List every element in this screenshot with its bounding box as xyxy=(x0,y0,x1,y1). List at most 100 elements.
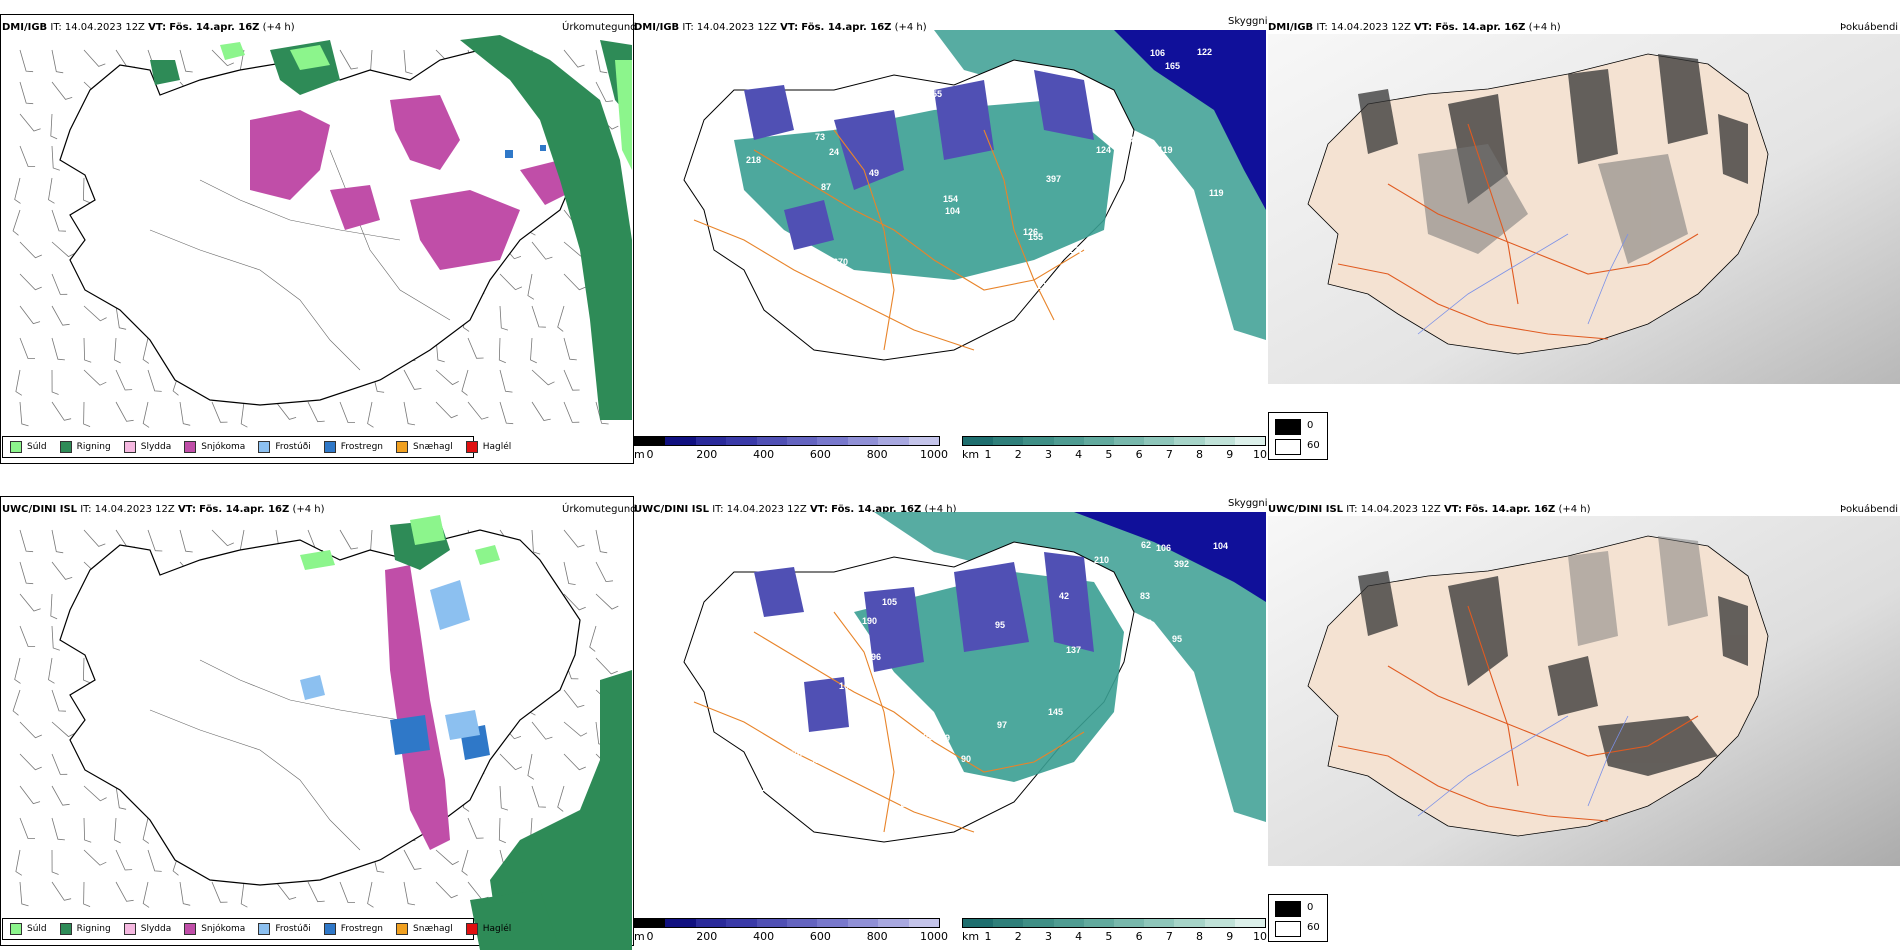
wind-barb xyxy=(499,401,514,425)
wind-barb xyxy=(19,721,42,739)
legend-item: Snæhagl xyxy=(396,923,453,935)
colorbar-swatch xyxy=(1083,437,1115,445)
colorbar-swatch xyxy=(878,437,909,445)
wind-barb xyxy=(179,881,191,906)
ceiling-value-label: 89 xyxy=(848,273,858,283)
ceiling-value-label: 102 xyxy=(839,681,854,691)
low-ceiling-areas xyxy=(744,70,1094,250)
wind-barb xyxy=(499,369,513,393)
legend-swatch xyxy=(184,441,197,453)
colorbar-tick: 200 xyxy=(696,930,718,943)
legend-item: Slydda xyxy=(123,923,171,935)
wind-barb xyxy=(403,881,416,906)
colorbar-tick: 4 xyxy=(1075,930,1083,943)
wind-barb xyxy=(83,369,107,386)
wind-barb xyxy=(115,401,134,422)
ceiling-value-label: 107 xyxy=(869,67,884,77)
legend-item: Súld xyxy=(10,923,47,935)
colorbar-swatch xyxy=(726,919,757,927)
wind-barb xyxy=(563,369,580,391)
ceiling-value-label: 104 xyxy=(1213,541,1228,551)
wind-barb xyxy=(435,849,459,866)
wind-barb xyxy=(435,369,459,386)
wind-barb xyxy=(50,593,58,620)
legend-label: Súld xyxy=(27,442,47,452)
wind-barb xyxy=(51,369,59,395)
colorbar-swatch xyxy=(847,437,879,445)
legend-swatch xyxy=(396,923,409,935)
colorbar-tick: 3 xyxy=(1044,930,1052,943)
drizzle-areas xyxy=(300,515,500,570)
ceiling-value-label: 123 xyxy=(1036,281,1051,291)
colorbar-tick: 1000 xyxy=(920,448,948,461)
ceiling-value-label: 80 xyxy=(737,805,747,815)
legend-swatch xyxy=(123,441,136,453)
legend-label: Snjókoma xyxy=(201,924,246,934)
wind-barb xyxy=(142,401,150,428)
wind-barb xyxy=(563,689,585,708)
precip-header-top: DMI/IGB IT: 14.04.2023 12Z VT: Fös. 14.a… xyxy=(2,22,295,33)
low-ceiling-areas xyxy=(754,552,1094,732)
sea-fog-area xyxy=(874,512,1266,822)
deep-ceiling-area xyxy=(1114,30,1266,210)
fog-legend-label: 60 xyxy=(1307,440,1320,451)
wind-barb xyxy=(563,721,588,737)
freezing-rain-spots xyxy=(505,145,546,158)
colorbar-tick: 6 xyxy=(1135,448,1143,461)
visibility-map-bottom: 106 124 104 71 83 65 62 70 101 95 97 42 128 103 95 80 13… xyxy=(683,512,1266,843)
ceiling-value-label: 22 xyxy=(1142,618,1152,628)
wind-barb xyxy=(367,401,374,428)
wind-barb xyxy=(557,785,565,812)
colorbar-swatches xyxy=(962,918,1266,928)
colorbar-tick: 6 xyxy=(1135,930,1143,943)
ceiling-value-label: 122 xyxy=(1197,47,1212,57)
wind-barb xyxy=(51,625,60,651)
wind-barb xyxy=(19,145,36,167)
fog-map-bottom xyxy=(1268,516,1900,866)
colorbar-tick: 0 xyxy=(646,930,654,943)
fog-legend-swatch xyxy=(1275,921,1301,937)
ceiling-value-label: 338 xyxy=(848,549,863,559)
colorbar-tick: 400 xyxy=(753,930,775,943)
legend-item: Súld xyxy=(10,441,47,453)
wind-barb xyxy=(51,81,73,100)
ceiling-value-label: 71 xyxy=(1052,299,1062,309)
wind-barb xyxy=(51,337,65,361)
wind-barb xyxy=(563,49,585,68)
wind-barb xyxy=(595,49,608,74)
colorbar-swatch xyxy=(665,919,696,927)
legend-item: Rigning xyxy=(59,923,111,935)
colorbar-swatch xyxy=(963,919,994,927)
colorbar-swatches xyxy=(634,436,940,446)
legend-label: Frostregn xyxy=(340,924,384,934)
ceiling-value-label: 106 xyxy=(1156,543,1171,553)
ceiling-value-label: 836 xyxy=(978,293,993,303)
colorbar-tick: 1 xyxy=(984,930,992,943)
legend-label: Haglél xyxy=(482,442,512,452)
wind-barb xyxy=(563,337,577,361)
wind-barb xyxy=(51,273,68,295)
wind-barb xyxy=(563,561,576,585)
colorbar-swatch xyxy=(1053,437,1084,445)
colorbar-swatch xyxy=(1083,919,1115,927)
wind-barb xyxy=(51,145,60,171)
ceiling-value-label: 84 xyxy=(775,263,785,273)
legend-label: Frostúði xyxy=(275,442,311,452)
wind-barb xyxy=(51,785,70,806)
wind-barb xyxy=(115,881,134,902)
wind-barb xyxy=(531,529,541,555)
ceiling-value-label: 42 xyxy=(1059,591,1069,601)
legend-item: Slydda xyxy=(123,441,171,453)
wind-barb xyxy=(113,337,121,364)
colorbar-swatch xyxy=(1023,919,1054,927)
wind-barb xyxy=(211,401,228,423)
colorbar-swatch xyxy=(1114,437,1145,445)
wind-barb xyxy=(595,657,618,675)
wind-barb xyxy=(557,305,565,332)
wind-barb xyxy=(83,529,106,547)
colorbar-tick: 800 xyxy=(866,448,888,461)
ceiling-value-label: 147 xyxy=(812,549,827,559)
fog-panel-title-bottom: Þokuábendi xyxy=(1840,504,1899,515)
sea-fog-area xyxy=(934,30,1266,340)
colorbar-swatch xyxy=(817,919,848,927)
